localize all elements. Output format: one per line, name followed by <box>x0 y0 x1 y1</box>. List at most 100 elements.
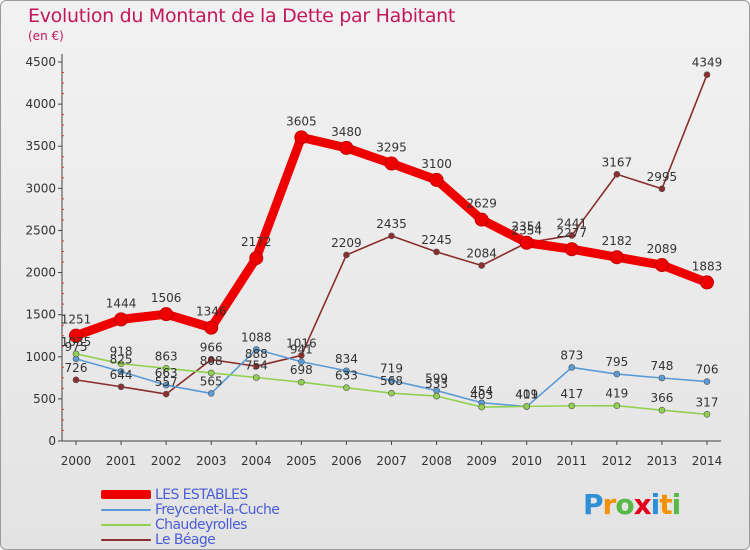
legend: LES ESTABLES Freycenet-la-Cuche Chaudeyrol… <box>101 487 280 548</box>
x-tick-label: 2005 <box>286 454 317 468</box>
logo-letter: r <box>602 488 617 521</box>
x-tick-label: 2003 <box>196 454 227 468</box>
data-point <box>388 232 395 240</box>
legend-item: Chaudeyrolles <box>101 516 279 533</box>
logo-letter: i <box>671 488 682 521</box>
data-point <box>388 377 395 384</box>
data-label: 808 <box>200 354 223 368</box>
y-tick-label: 500 <box>33 392 56 406</box>
data-point <box>433 248 440 256</box>
data-point <box>343 384 350 391</box>
data-label: 411 <box>515 387 538 401</box>
proxiti-logo: Proxiti <box>583 488 682 521</box>
data-point <box>519 235 534 250</box>
data-label: 2209 <box>331 236 362 250</box>
data-label: 557 <box>155 375 178 389</box>
legend-swatch <box>101 538 151 541</box>
data-label: 834 <box>335 352 358 366</box>
data-point <box>478 403 485 411</box>
data-label: 1883 <box>692 259 723 273</box>
legend-label: Chaudeyrolles <box>155 516 247 533</box>
data-point <box>568 364 576 371</box>
y-tick-label: 1000 <box>25 350 56 364</box>
data-point <box>69 328 83 343</box>
data-label: 2277 <box>557 226 588 240</box>
data-point <box>159 307 174 322</box>
data-point <box>117 383 125 391</box>
x-tick-label: 2011 <box>557 454 588 468</box>
y-tick-label: 0 <box>48 434 56 448</box>
data-label: 663 <box>155 366 178 380</box>
y-tick-label: 3000 <box>25 181 56 195</box>
data-point <box>207 369 215 377</box>
data-label: 4349 <box>692 56 723 70</box>
data-point <box>252 374 260 381</box>
data-label: 366 <box>650 391 673 405</box>
x-tick-label: 2008 <box>421 454 452 468</box>
data-point <box>568 402 576 410</box>
data-label: 2182 <box>602 234 633 248</box>
data-label: 825 <box>110 353 133 367</box>
x-tick-label: 2012 <box>602 454 633 468</box>
data-label: 1346 <box>196 305 227 319</box>
data-label: 3295 <box>376 140 407 154</box>
data-point <box>613 402 621 410</box>
data-point <box>162 390 170 398</box>
data-label: 533 <box>425 377 448 391</box>
y-tick-label: 2500 <box>25 223 56 237</box>
legend-item: Le Béage <box>101 531 279 548</box>
legend-swatch <box>101 490 151 499</box>
data-label: 565 <box>200 374 223 388</box>
data-label: 417 <box>560 387 583 401</box>
data-point <box>343 251 350 259</box>
data-label: 873 <box>560 348 583 362</box>
data-point <box>658 185 666 193</box>
data-label: 941 <box>290 343 313 357</box>
data-point <box>298 378 305 386</box>
data-point <box>478 262 485 269</box>
logo-letter: t <box>659 488 672 521</box>
data-label: 568 <box>380 374 403 388</box>
data-label: 3605 <box>286 114 317 128</box>
logo-letter: P <box>583 488 604 521</box>
data-label: 706 <box>696 363 719 377</box>
x-tick-label: 2001 <box>106 454 137 468</box>
chart-axes: 0 500 1000 1500 2000 2500 3000 3500 4000 4500 2000… <box>25 54 722 468</box>
data-point <box>474 212 489 227</box>
data-label: 966 <box>200 341 223 355</box>
data-label: 3480 <box>331 125 362 139</box>
y-tick-label: 2000 <box>25 266 56 280</box>
data-point <box>204 320 219 335</box>
data-point <box>252 362 260 370</box>
x-tick-label: 2014 <box>692 454 723 468</box>
data-point <box>568 232 576 239</box>
data-label: 1016 <box>286 336 317 350</box>
data-point <box>343 367 350 375</box>
data-point <box>388 389 395 397</box>
x-tick-label: 2006 <box>331 454 362 468</box>
data-label: 403 <box>470 388 493 402</box>
chart-title: Evolution du Montant de la Dette par Hab… <box>28 5 456 27</box>
x-tick-label: 2004 <box>241 454 272 468</box>
x-tick-label: 2013 <box>647 454 678 468</box>
data-point <box>339 140 354 155</box>
data-point <box>429 172 444 187</box>
legend-swatch <box>101 523 151 526</box>
logo-letter: x <box>633 488 652 521</box>
data-label: 2441 <box>557 216 588 230</box>
data-point <box>117 360 125 367</box>
data-label: 1035 <box>61 335 92 349</box>
data-point <box>162 365 170 372</box>
x-tick-label: 2000 <box>61 454 92 468</box>
legend-label: Le Béage <box>155 531 216 548</box>
data-label: 918 <box>110 345 133 359</box>
data-point <box>609 250 624 265</box>
data-labels: 1251 1444 1506 1346 2172 3605 3480 3295 3100 2629… <box>61 56 723 410</box>
x-tick-label: 2009 <box>466 454 497 468</box>
data-point <box>72 350 80 358</box>
data-label: 1251 <box>61 313 92 327</box>
data-label: 454 <box>470 384 493 398</box>
data-point <box>162 381 170 389</box>
data-label: 317 <box>696 395 719 409</box>
